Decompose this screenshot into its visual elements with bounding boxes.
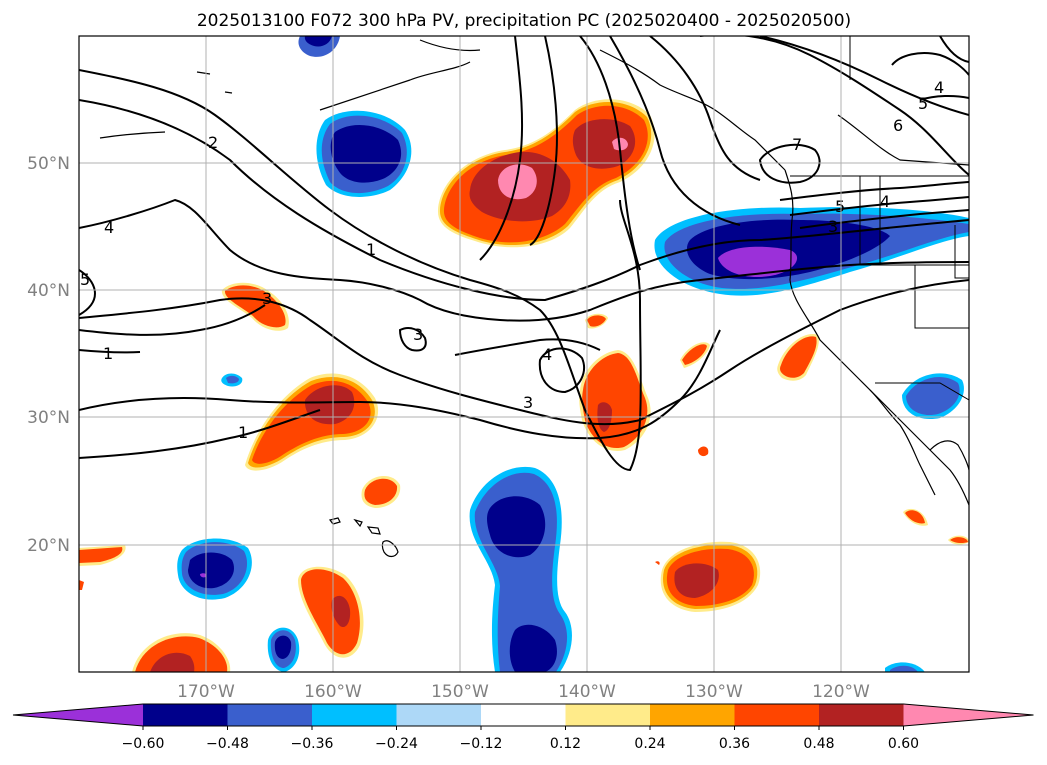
contour-label: 1 (103, 344, 113, 363)
colorbar-tick-label: 0.12 (550, 736, 581, 752)
political-borders (790, 36, 969, 401)
precip-shading (79, 36, 969, 672)
colorbar: −0.60 −0.48 −0.36 −0.24 −0.12 0.12 0.24 0.36 0.4… (12, 703, 1034, 752)
colorbar-segment (734, 704, 820, 726)
lat-label: 30°N (27, 408, 70, 428)
lat-label: 50°N (27, 154, 70, 174)
colorbar-tick-label: −0.48 (206, 736, 249, 752)
contour-label: 5 (918, 94, 928, 113)
colorbar-segment (312, 704, 397, 726)
contour-label: 1 (366, 240, 376, 259)
lon-label: 170°W (177, 682, 235, 702)
longitude-labels: 170°W 160°W 150°W 140°W 130°W 120°W (177, 682, 870, 702)
colorbar-segment (143, 704, 228, 726)
lat-label: 20°N (27, 536, 70, 556)
colorbar-segment (650, 704, 735, 726)
latitude-labels: 50°N 40°N 30°N 20°N (27, 154, 70, 556)
colorbar-tick-label: 0.60 (888, 736, 919, 752)
contour-label: 1 (238, 423, 248, 442)
pv-contours (79, 36, 969, 472)
contour-labels: 2 4 1 1 3 3 1 4 3 7 5 4 6 5 4 3 5 (80, 78, 944, 442)
colorbar-segment (227, 704, 313, 726)
map-area: 2 4 1 1 3 3 1 4 3 7 5 4 6 5 4 3 5 (78, 35, 970, 673)
colorbar-extend-max (903, 704, 1034, 726)
colorbar-tick-label: −0.60 (122, 736, 165, 752)
contour-label: 3 (523, 393, 533, 412)
colorbar-segment (396, 704, 482, 726)
contour-label: 4 (542, 345, 552, 364)
colorbar-tick-label: 0.48 (803, 736, 834, 752)
contour-label: 5 (80, 270, 90, 289)
colorbar-segment (565, 704, 651, 726)
contour-label: 5 (835, 197, 845, 216)
colorbar-segment (481, 704, 566, 726)
map-frame (78, 35, 970, 673)
contour-label: 6 (893, 116, 903, 135)
lon-label: 140°W (558, 682, 616, 702)
colorbar-tick-label: −0.36 (291, 736, 334, 752)
contour-label: 4 (880, 192, 890, 211)
lon-label: 150°W (431, 682, 489, 702)
lon-label: 130°W (685, 682, 743, 702)
contour-label: 4 (104, 218, 114, 237)
coastlines (99, 39, 969, 506)
lat-label: 40°N (27, 281, 70, 301)
colorbar-tick-label: −0.12 (460, 736, 503, 752)
colorbar-tick-label: 0.36 (719, 736, 750, 752)
contour-label: 2 (208, 133, 218, 152)
hawaii-islands (328, 517, 399, 558)
contour-label: 3 (828, 217, 838, 236)
lon-label: 120°W (812, 682, 870, 702)
map-title: 2025013100 F072 300 hPa PV, precipitatio… (197, 11, 851, 31)
contour-label: 7 (792, 135, 802, 154)
contour-label: 3 (413, 325, 423, 344)
colorbar-segment (819, 704, 904, 726)
colorbar-extend-min (13, 704, 143, 726)
colorbar-tick-label: −0.24 (375, 736, 418, 752)
graticule (79, 36, 969, 672)
contour-label: 4 (934, 78, 944, 97)
contour-label: 3 (262, 289, 272, 308)
colorbar-tick-label: 0.24 (634, 736, 665, 752)
lon-label: 160°W (304, 682, 362, 702)
